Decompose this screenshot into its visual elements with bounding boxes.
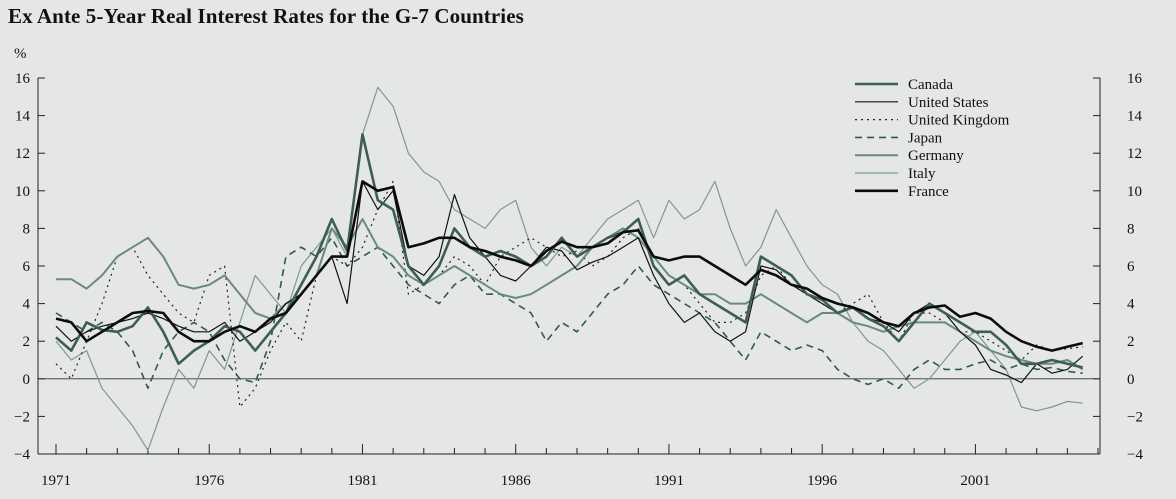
series-line-canada — [55, 133, 1084, 369]
series-line-germany — [56, 218, 1084, 371]
chart-title: Ex Ante 5-Year Real Interest Rates for t… — [8, 4, 524, 28]
legend-label: Italy — [908, 166, 936, 182]
legend-label: Canada — [908, 77, 953, 93]
y-tick-label-left: 6 — [23, 259, 31, 275]
y-tick-label-right: 6 — [1127, 259, 1135, 275]
y-tick-label-right: −2 — [1127, 409, 1143, 425]
y-tick-label-left: 10 — [15, 184, 30, 200]
x-tick-label: 1976 — [194, 473, 225, 489]
y-tick-label-right: 12 — [1127, 146, 1142, 162]
legend-label: United States — [908, 95, 989, 111]
y-tick-label-left: 8 — [23, 221, 31, 237]
legend-label: France — [908, 184, 949, 200]
y-tick-label-right: 14 — [1127, 109, 1143, 125]
y-tick-label-left: 0 — [23, 372, 31, 388]
y-tick-label-left: −4 — [14, 447, 30, 463]
y-tick-label-left: −2 — [14, 409, 30, 425]
x-tick-label: 1991 — [654, 473, 684, 489]
legend-label: United Kingdom — [908, 113, 1010, 129]
x-tick-label: 2001 — [960, 473, 990, 489]
series-line-france — [55, 180, 1084, 352]
y-tick-label-right: 8 — [1127, 221, 1135, 237]
y-tick-label-left: 16 — [15, 71, 31, 87]
x-tick-label: 1971 — [41, 473, 71, 489]
y-tick-label-right: 16 — [1127, 71, 1143, 87]
y-tick-label-right: 0 — [1127, 372, 1135, 388]
y-tick-label-right: 4 — [1127, 297, 1135, 313]
y-tick-label-right: −4 — [1127, 447, 1143, 463]
y-tick-label-left: 2 — [23, 334, 31, 350]
x-tick-label: 1981 — [347, 473, 377, 489]
y-tick-label-left: 4 — [23, 297, 31, 313]
legend-label: Japan — [908, 130, 943, 146]
series-line-united-kingdom — [55, 180, 1083, 408]
legend-label: Germany — [908, 148, 964, 164]
series-line-italy — [55, 86, 1083, 451]
y-axis-unit: % — [14, 46, 27, 62]
x-tick-label: 1996 — [807, 473, 838, 489]
y-tick-label-right: 2 — [1127, 334, 1135, 350]
y-tick-label-right: 10 — [1127, 184, 1142, 200]
y-tick-label-left: 14 — [15, 109, 31, 125]
x-tick-label: 1986 — [501, 473, 532, 489]
y-tick-label-left: 12 — [15, 146, 30, 162]
